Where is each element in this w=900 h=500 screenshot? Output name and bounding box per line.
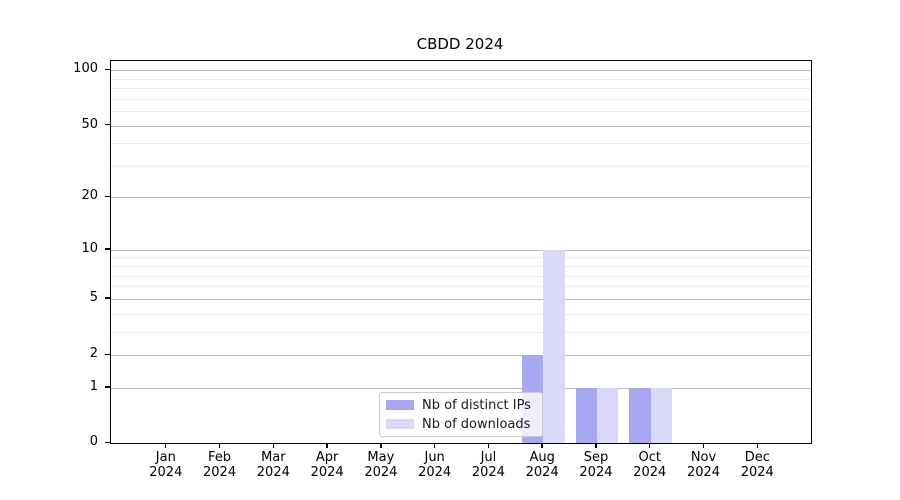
x-tick-label: May 2024 [364,450,398,480]
plot-area [110,60,812,444]
x-tick-mark [326,443,328,448]
y-tick-mark [105,195,110,198]
gridline-minor [111,257,811,259]
gridline-minor [111,143,811,145]
x-tick-label: Jan 2024 [149,450,183,480]
x-tick-mark [218,443,221,448]
x-tick-mark [756,443,758,448]
x-tick-mark [272,443,275,448]
legend-label-distinct-ips: Nb of distinct IPs [422,397,531,413]
legend-label-downloads: Nb of downloads [422,416,531,432]
x-tick-label: Feb 2024 [203,450,237,480]
legend-swatch-downloads [386,419,414,429]
bar-sep-series0 [575,387,597,443]
gridline-major [111,197,811,199]
gridline-minor [111,266,811,268]
y-tick-mark [105,386,110,388]
x-tick-label: Oct 2024 [633,450,667,480]
bar-oct-series0 [629,387,651,443]
x-tick-mark [487,443,490,448]
y-tick-mark [105,441,110,443]
y-tick-mark [105,124,110,126]
y-tick-mark [105,68,110,71]
y-tick-label: 0 [89,434,98,449]
x-tick-label: Apr 2024 [310,450,344,480]
x-tick-mark [541,443,543,448]
x-tick-mark [380,443,382,448]
gridline-minor [111,286,811,288]
y-tick-label: 5 [89,289,98,305]
x-tick-label: Jun 2024 [418,450,452,480]
y-tick-label: 20 [81,188,98,204]
y-tick-label: 1 [89,378,98,394]
chart-title: CBDD 2024 [416,35,504,53]
gridline-minor [111,331,811,333]
y-tick-mark [105,353,110,355]
gridline-major [111,387,811,389]
gridline-major [111,70,811,72]
gridline-minor [111,275,811,277]
bar-oct-series1 [650,387,673,443]
bar-sep-series1 [596,387,619,443]
gridline-minor [111,78,811,80]
x-tick-label: Aug 2024 [525,450,559,480]
gridline-minor [111,111,811,113]
gridline-major [111,249,811,251]
x-tick-label: Jul 2024 [471,450,505,480]
x-tick-mark [165,443,167,448]
x-tick-mark [595,443,597,448]
y-tick-mark [105,297,110,299]
gridline-minor [111,98,811,100]
y-tick-mark [105,248,110,250]
gridline-major [111,125,811,127]
y-tick-label: 2 [89,346,98,361]
legend-swatch-distinct-ips [386,400,414,410]
x-tick-label: Nov 2024 [686,450,721,480]
legend: Nb of distinct IPs Nb of downloads [379,392,543,437]
x-tick-label: Mar 2024 [256,450,290,480]
gridline-major [111,355,811,356]
x-tick-label: Sep 2024 [579,450,613,480]
x-tick-label: Dec 2024 [740,450,774,480]
legend-item-downloads: Nb of downloads [386,417,536,432]
bar-aug-series1 [543,249,565,443]
x-tick-mark [702,443,705,448]
legend-item-distinct-ips: Nb of distinct IPs [386,398,536,413]
y-tick-label: 10 [81,240,98,256]
x-tick-mark [433,443,436,448]
y-tick-label: 100 [73,61,98,77]
y-tick-label: 50 [81,116,98,132]
gridline-minor [111,88,811,90]
gridline-minor [111,165,811,167]
gridline-minor [111,313,811,315]
x-tick-mark [649,443,651,448]
gridline-major [111,298,811,300]
